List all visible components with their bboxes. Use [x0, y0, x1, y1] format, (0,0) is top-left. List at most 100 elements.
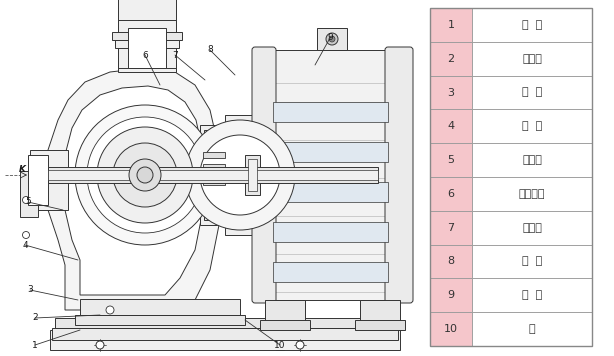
- Bar: [430, 143, 472, 177]
- Bar: [430, 312, 472, 346]
- Bar: [265, 300, 305, 322]
- Bar: [430, 75, 472, 109]
- Text: 放水孔: 放水孔: [522, 54, 542, 64]
- Text: 机械密封: 机械密封: [519, 189, 545, 199]
- Text: 底  座: 底 座: [522, 20, 542, 30]
- Bar: [118, 20, 176, 68]
- Bar: [430, 8, 592, 346]
- Bar: [30, 150, 68, 210]
- Bar: [203, 164, 225, 170]
- Bar: [248, 159, 257, 191]
- Circle shape: [200, 135, 280, 215]
- Circle shape: [106, 306, 114, 314]
- Circle shape: [75, 105, 215, 245]
- Bar: [472, 245, 592, 278]
- Bar: [260, 320, 310, 330]
- Circle shape: [326, 33, 338, 45]
- Text: 泵  体: 泵 体: [522, 88, 542, 98]
- Bar: [273, 142, 388, 162]
- Text: 10: 10: [444, 324, 458, 334]
- Bar: [430, 8, 472, 42]
- Bar: [273, 262, 388, 282]
- Bar: [472, 278, 592, 312]
- Bar: [115, 40, 179, 48]
- Bar: [430, 278, 472, 312]
- Text: 永嘉龙洋泵阀: 永嘉龙洋泵阀: [235, 168, 285, 182]
- Text: 5: 5: [448, 155, 454, 165]
- Circle shape: [296, 341, 304, 349]
- Bar: [80, 299, 240, 315]
- Bar: [273, 222, 388, 242]
- Text: 1: 1: [448, 20, 454, 30]
- Text: 1: 1: [32, 340, 38, 350]
- Bar: [20, 171, 38, 217]
- Bar: [472, 42, 592, 75]
- Bar: [472, 143, 592, 177]
- Text: 4: 4: [448, 121, 454, 131]
- Text: 6: 6: [448, 189, 454, 199]
- Bar: [430, 42, 472, 75]
- Bar: [48, 167, 378, 183]
- Bar: [360, 300, 400, 322]
- Circle shape: [87, 117, 203, 233]
- Text: 6: 6: [142, 51, 148, 59]
- Text: 10: 10: [274, 340, 286, 350]
- Bar: [430, 109, 472, 143]
- Text: 3: 3: [27, 286, 33, 294]
- Polygon shape: [65, 86, 202, 295]
- Bar: [225, 115, 257, 235]
- Circle shape: [23, 231, 29, 239]
- Bar: [273, 182, 388, 202]
- Text: 5: 5: [25, 198, 31, 206]
- Text: K: K: [18, 166, 26, 174]
- Text: 端  盖: 端 盖: [522, 257, 542, 267]
- Bar: [245, 155, 260, 195]
- Bar: [317, 28, 347, 50]
- FancyBboxPatch shape: [252, 47, 276, 303]
- Text: 7: 7: [448, 223, 454, 233]
- Bar: [472, 109, 592, 143]
- Bar: [430, 245, 472, 278]
- Bar: [472, 8, 592, 42]
- Bar: [430, 211, 472, 245]
- Bar: [472, 312, 592, 346]
- Text: 9: 9: [327, 33, 333, 42]
- Circle shape: [137, 167, 153, 183]
- Bar: [28, 155, 48, 205]
- Bar: [50, 330, 400, 350]
- Text: 4: 4: [22, 241, 28, 250]
- Bar: [273, 102, 388, 122]
- Bar: [118, 0, 176, 72]
- Text: 8: 8: [448, 257, 454, 267]
- Text: 8: 8: [207, 46, 213, 54]
- Bar: [255, 50, 410, 300]
- Bar: [203, 179, 225, 185]
- Bar: [55, 318, 395, 328]
- Bar: [200, 125, 228, 225]
- Circle shape: [329, 36, 335, 42]
- Polygon shape: [48, 68, 220, 310]
- Text: 7: 7: [172, 51, 178, 59]
- Text: 2: 2: [448, 54, 454, 64]
- Bar: [472, 75, 592, 109]
- Circle shape: [185, 120, 295, 230]
- Circle shape: [129, 159, 161, 191]
- Text: 取压孔: 取压孔: [522, 155, 542, 165]
- Circle shape: [96, 341, 104, 349]
- Bar: [472, 177, 592, 211]
- Text: 9: 9: [448, 290, 454, 300]
- Bar: [112, 32, 182, 40]
- Bar: [204, 130, 224, 220]
- Text: 轴: 轴: [529, 324, 535, 334]
- Bar: [430, 177, 472, 211]
- Text: 电  机: 电 机: [522, 290, 542, 300]
- Bar: [48, 170, 378, 180]
- Bar: [203, 152, 225, 158]
- Text: 叶  轮: 叶 轮: [522, 121, 542, 131]
- Bar: [355, 320, 405, 330]
- Text: 2: 2: [32, 314, 38, 323]
- Circle shape: [97, 127, 193, 223]
- Text: 挡水圈: 挡水圈: [522, 223, 542, 233]
- Text: 3: 3: [448, 88, 454, 98]
- Circle shape: [113, 143, 177, 207]
